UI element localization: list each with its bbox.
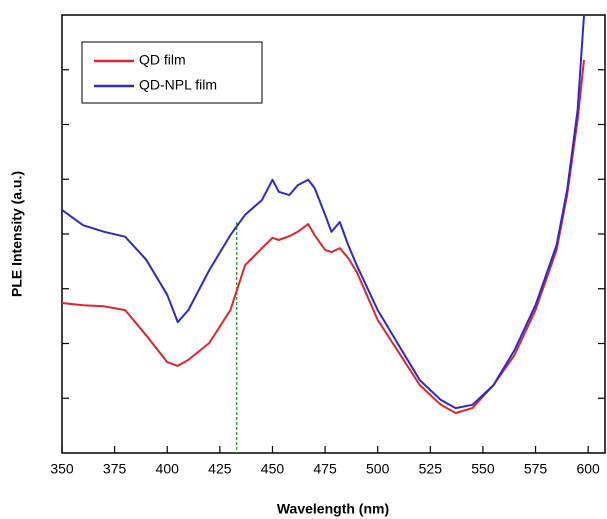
legend-label: QD-NPL film: [139, 77, 217, 93]
legend-label: QD film: [139, 52, 186, 68]
x-tick-label: 425: [208, 461, 232, 477]
x-tick-label: 575: [524, 461, 548, 477]
series-line: [62, 59, 585, 414]
y-axis-title: PLE Intensity (a.u.): [9, 171, 25, 297]
legend-box: [81, 41, 263, 104]
x-tick-label: 475: [313, 461, 337, 477]
x-tick-label: 450: [261, 461, 285, 477]
x-tick-label: 600: [576, 461, 600, 477]
x-tick-label: 350: [50, 461, 74, 477]
x-tick-label: 550: [471, 461, 495, 477]
x-tick-label: 525: [419, 461, 443, 477]
plot-area: [62, 15, 585, 453]
x-tick-label: 500: [366, 461, 390, 477]
series-line: [62, 15, 585, 410]
x-tick-label: 400: [156, 461, 180, 477]
x-tick-label: 375: [103, 461, 127, 477]
x-axis-title: Wavelength (nm): [277, 501, 389, 517]
